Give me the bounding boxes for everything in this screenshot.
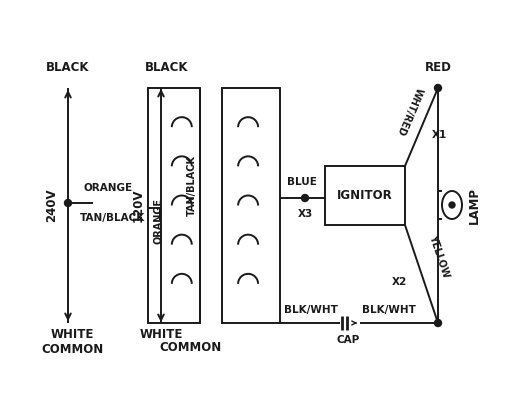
Text: LAMP: LAMP — [467, 186, 481, 224]
Text: BLUE: BLUE — [287, 177, 317, 187]
Text: X1: X1 — [432, 130, 447, 140]
Text: IGNITOR: IGNITOR — [337, 189, 393, 202]
Bar — [222, 88, 280, 323]
Text: BLK/WHT: BLK/WHT — [284, 305, 338, 315]
Text: 240V: 240V — [46, 189, 58, 222]
Text: X3: X3 — [297, 209, 312, 219]
Text: ORANGE: ORANGE — [153, 197, 163, 244]
Circle shape — [434, 84, 441, 92]
Text: RED: RED — [425, 61, 452, 74]
Text: 120V: 120V — [132, 189, 144, 222]
Circle shape — [449, 202, 455, 208]
Circle shape — [65, 199, 72, 206]
Text: COMMON: COMMON — [160, 341, 222, 354]
Text: TAN/BLACK: TAN/BLACK — [187, 155, 197, 216]
Bar — [148, 88, 200, 323]
Text: YELLOW: YELLOW — [428, 233, 452, 279]
Bar — [325, 166, 405, 225]
Text: CAP: CAP — [336, 335, 360, 345]
Ellipse shape — [442, 191, 462, 219]
Text: BLACK: BLACK — [144, 61, 188, 74]
Text: WHT/RED: WHT/RED — [395, 85, 424, 137]
Text: X2: X2 — [392, 277, 407, 287]
Text: BLK/WHT: BLK/WHT — [362, 305, 416, 315]
Circle shape — [434, 319, 441, 326]
Circle shape — [302, 194, 308, 201]
Text: WHITE
COMMON: WHITE COMMON — [41, 328, 103, 356]
Text: BLACK: BLACK — [46, 61, 90, 74]
Text: WHITE: WHITE — [139, 328, 183, 341]
Text: ORANGE: ORANGE — [84, 183, 133, 193]
Text: TAN/BLACK: TAN/BLACK — [80, 213, 145, 223]
